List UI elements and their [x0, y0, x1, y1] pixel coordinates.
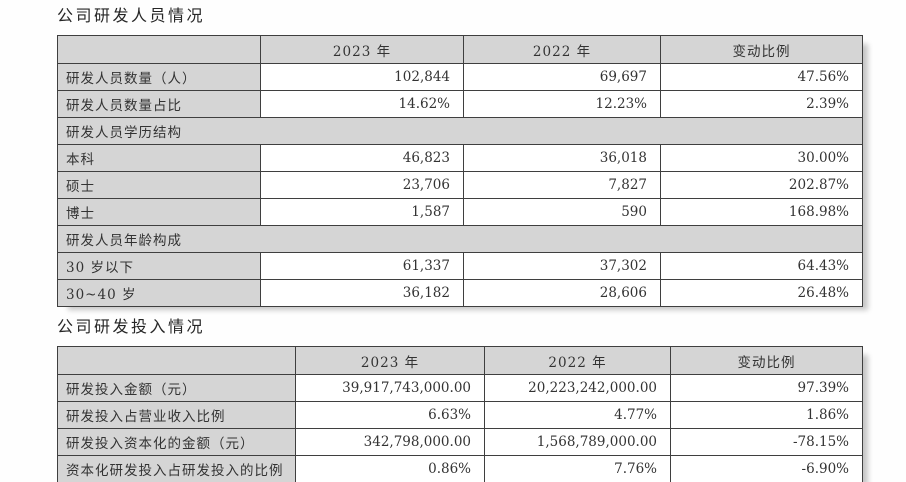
value-2022: 20,223,242,000.00 — [484, 374, 671, 402]
document-content: 公司研发人员情况 2023 年 2022 年 变动比例 研发人员数量（人） 10… — [57, 6, 863, 482]
section-header-row: 研发人员年龄构成 — [57, 225, 863, 253]
personnel-header-2022: 2022 年 — [463, 35, 661, 64]
investment-section-title: 公司研发投入情况 — [57, 317, 206, 336]
personnel-section-title: 公司研发人员情况 — [57, 6, 206, 25]
value-2023: 23,706 — [260, 171, 464, 199]
row-label: 本科 — [57, 144, 261, 172]
row-label: 硕士 — [57, 171, 261, 199]
table-row: 30~40 岁 36,182 28,606 26.48% — [57, 279, 863, 307]
investment-header-2022: 2022 年 — [484, 346, 671, 375]
row-label: 30 岁以下 — [57, 252, 261, 280]
value-2023: 36,182 — [260, 279, 464, 307]
table-row: 研发人员数量占比 14.62% 12.23% 2.39% — [57, 90, 863, 118]
row-label: 资本化研发投入占研发投入的比例 — [57, 455, 296, 482]
change-value: 202.87% — [660, 171, 863, 199]
investment-header-change: 变动比例 — [670, 346, 863, 375]
value-2022: 36,018 — [463, 144, 661, 172]
value-2022: 7.76% — [484, 455, 671, 482]
value-2023: 1,587 — [260, 198, 464, 226]
row-label: 研发投入占营业收入比例 — [57, 401, 296, 429]
value-2023: 61,337 — [260, 252, 464, 280]
value-2022: 37,302 — [463, 252, 661, 280]
value-2022: 590 — [463, 198, 661, 226]
table-row: 资本化研发投入占研发投入的比例 0.86% 7.76% -6.90% — [57, 455, 863, 482]
value-2023: 102,844 — [260, 63, 464, 91]
row-label: 研发投入金额（元） — [57, 374, 296, 402]
value-2022: 4.77% — [484, 401, 671, 429]
value-2022: 1,568,789,000.00 — [484, 428, 671, 456]
change-value: -78.15% — [670, 428, 863, 456]
change-value: 47.56% — [660, 63, 863, 91]
change-value: 168.98% — [660, 198, 863, 226]
value-2022: 28,606 — [463, 279, 661, 307]
personnel-header-empty — [57, 35, 261, 64]
row-label: 研发投入资本化的金额（元） — [57, 428, 296, 456]
table-row: 硕士 23,706 7,827 202.87% — [57, 171, 863, 199]
value-2023: 0.86% — [295, 455, 485, 482]
row-label: 研发人员数量（人） — [57, 63, 261, 91]
change-value: 2.39% — [660, 90, 863, 118]
change-value: 30.00% — [660, 144, 863, 172]
change-value: 1.86% — [670, 401, 863, 429]
change-value: 64.43% — [660, 252, 863, 280]
table-row: 研发人员数量（人） 102,844 69,697 47.56% — [57, 63, 863, 91]
change-value: -6.90% — [670, 455, 863, 482]
table-row: 研发投入金额（元） 39,917,743,000.00 20,223,242,0… — [57, 374, 863, 402]
value-2023: 46,823 — [260, 144, 464, 172]
table-row: 研发投入占营业收入比例 6.63% 4.77% 1.86% — [57, 401, 863, 429]
investment-header-2023: 2023 年 — [295, 346, 485, 375]
table-row: 研发投入资本化的金额（元） 342,798,000.00 1,568,789,0… — [57, 428, 863, 456]
investment-header-row: 2023 年 2022 年 变动比例 — [57, 346, 863, 375]
table-row: 30 岁以下 61,337 37,302 64.43% — [57, 252, 863, 280]
investment-header-empty — [57, 346, 296, 375]
personnel-header-2023: 2023 年 — [260, 35, 464, 64]
section-header-label: 研发人员学历结构 — [57, 117, 863, 145]
investment-table: 2023 年 2022 年 变动比例 研发投入金额（元） 39,917,743,… — [57, 346, 863, 482]
change-value: 26.48% — [660, 279, 863, 307]
value-2022: 69,697 — [463, 63, 661, 91]
value-2023: 14.62% — [260, 90, 464, 118]
value-2022: 7,827 — [463, 171, 661, 199]
change-value: 97.39% — [670, 374, 863, 402]
table-row: 本科 46,823 36,018 30.00% — [57, 144, 863, 172]
personnel-header-change: 变动比例 — [660, 35, 863, 64]
row-label: 研发人员数量占比 — [57, 90, 261, 118]
row-label: 博士 — [57, 198, 261, 226]
table-row: 博士 1,587 590 168.98% — [57, 198, 863, 226]
value-2023: 342,798,000.00 — [295, 428, 485, 456]
value-2023: 39,917,743,000.00 — [295, 374, 485, 402]
section-header-label: 研发人员年龄构成 — [57, 225, 863, 253]
value-2022: 12.23% — [463, 90, 661, 118]
value-2023: 6.63% — [295, 401, 485, 429]
personnel-table: 2023 年 2022 年 变动比例 研发人员数量（人） 102,844 69,… — [57, 35, 863, 307]
row-label: 30~40 岁 — [57, 279, 261, 307]
personnel-header-row: 2023 年 2022 年 变动比例 — [57, 35, 863, 64]
section-header-row: 研发人员学历结构 — [57, 117, 863, 145]
